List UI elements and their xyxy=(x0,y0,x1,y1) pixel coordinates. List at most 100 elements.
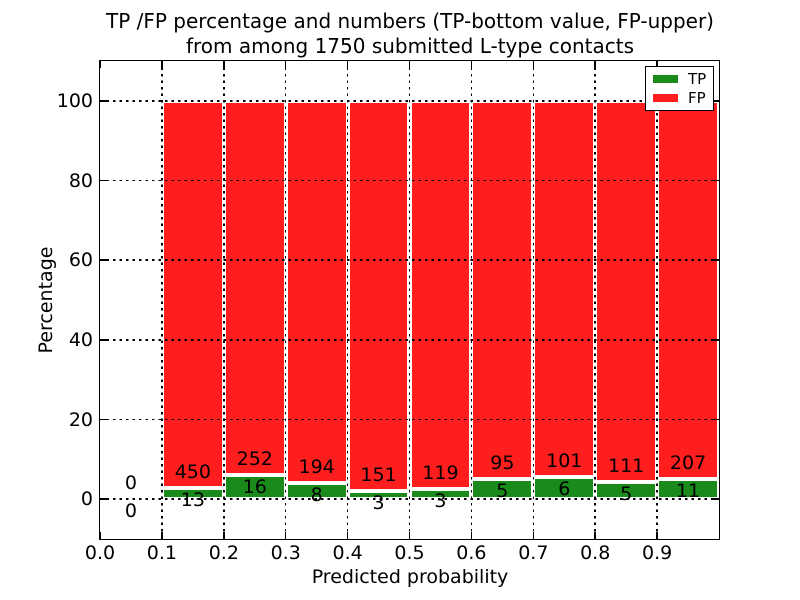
x-tick-mark xyxy=(532,532,535,539)
vertical-gridline xyxy=(408,61,411,539)
x-tick-mark-top xyxy=(594,61,596,68)
y-tick-mark-right xyxy=(712,179,719,182)
x-tick-mark xyxy=(223,532,225,539)
y-tick-label: 100 xyxy=(56,89,93,112)
x-tick-mark-top xyxy=(656,61,658,68)
x-tick-label: 0.8 xyxy=(580,542,611,564)
y-tick-mark xyxy=(100,339,107,341)
fp-bar-segment xyxy=(347,100,410,492)
tp-count-label: 8 xyxy=(310,484,323,507)
tp-count-label: 16 xyxy=(242,476,267,499)
x-tick-mark-top xyxy=(470,61,473,68)
y-tick-label: 0 xyxy=(80,488,93,511)
x-tick-mark-top xyxy=(99,61,101,68)
tp-count-label: 0 xyxy=(124,500,137,523)
fp-count-label: 450 xyxy=(174,460,211,483)
x-tick-label: 0.1 xyxy=(146,542,177,564)
x-tick-label: 0.3 xyxy=(270,542,301,564)
fp-bar-segment xyxy=(285,100,348,484)
fp-count-label: 111 xyxy=(608,454,645,477)
fp-bar-segment xyxy=(533,100,596,477)
y-tick-mark xyxy=(100,179,107,182)
y-tick-label: 80 xyxy=(68,169,93,192)
tp-count-label: 5 xyxy=(620,482,633,505)
x-tick-label: 0.5 xyxy=(394,542,425,564)
y-tick-label: 20 xyxy=(68,408,93,431)
x-tick-mark-top xyxy=(408,61,411,68)
x-tick-mark xyxy=(656,532,658,539)
fp-bar-segment xyxy=(223,100,286,476)
x-tick-label: 0.0 xyxy=(84,542,116,564)
x-tick-label: 0.4 xyxy=(332,542,363,564)
chart-title-line1: TP /FP percentage and numbers (TP-bottom… xyxy=(106,9,714,33)
legend-entry-tp: TP xyxy=(652,71,707,87)
x-tick-label: 0.7 xyxy=(518,542,549,564)
x-tick-label: 0.9 xyxy=(641,542,673,564)
y-tick-mark-right xyxy=(712,100,719,102)
x-tick-mark xyxy=(284,532,287,539)
fp-count-label: 95 xyxy=(490,452,515,475)
x-tick-mark-top xyxy=(284,61,287,68)
legend-entry-fp: FP xyxy=(652,90,707,106)
y-tick-label: 40 xyxy=(68,328,93,351)
vertical-gridline xyxy=(223,61,225,539)
vertical-gridline xyxy=(656,61,658,539)
tp-bar-segment xyxy=(409,489,472,500)
y-tick-mark-right xyxy=(712,418,719,421)
y-tick-mark xyxy=(100,418,107,421)
fp-bar-segment xyxy=(471,100,534,480)
tp-count-label: 6 xyxy=(558,477,571,500)
y-tick-mark-right xyxy=(712,259,719,261)
vertical-gridline xyxy=(532,61,535,539)
tp-bar-segment xyxy=(223,475,286,500)
tp-bar-segment xyxy=(595,481,658,500)
fp-count-label: 252 xyxy=(236,448,273,471)
tp-bar-segment xyxy=(533,476,596,500)
x-tick-mark xyxy=(470,532,473,539)
chart-title-line2: from among 1750 submitted L-type contact… xyxy=(185,34,635,58)
fp-count-label: 194 xyxy=(298,456,335,479)
fp-count-label: 0 xyxy=(124,472,137,495)
tp-legend-label: TP xyxy=(688,70,707,88)
fp-legend-label: FP xyxy=(688,89,706,107)
tp-count-label: 5 xyxy=(496,480,509,503)
x-tick-label: 0.2 xyxy=(208,542,239,564)
fp-legend-swatch xyxy=(652,93,679,103)
tp-bar-segment xyxy=(657,479,719,500)
y-tick-mark xyxy=(100,498,107,500)
tp-bar-segment xyxy=(471,479,534,500)
x-tick-mark xyxy=(99,532,101,539)
tp-count-label: 3 xyxy=(434,490,447,513)
tp-legend-swatch xyxy=(652,74,679,84)
x-tick-mark xyxy=(594,532,596,539)
x-tick-label: 0.6 xyxy=(456,542,487,564)
x-tick-mark-top xyxy=(532,61,535,68)
vertical-gridline xyxy=(161,61,163,539)
fp-bar-segment xyxy=(595,100,658,482)
x-axis-label: Predicted probability xyxy=(311,566,509,588)
x-tick-mark xyxy=(346,532,349,539)
tp-bar-segment xyxy=(285,483,348,500)
vertical-gridline xyxy=(594,61,596,539)
x-tick-mark xyxy=(161,532,163,539)
fp-count-label: 151 xyxy=(360,464,397,487)
fp-bar-segment xyxy=(161,100,224,488)
vertical-gridline xyxy=(284,61,287,539)
fp-bar-segment xyxy=(657,100,719,480)
y-tick-mark xyxy=(100,100,107,102)
y-tick-mark-right xyxy=(712,339,719,341)
x-tick-mark xyxy=(408,532,411,539)
tp-count-label: 13 xyxy=(180,488,205,511)
x-tick-mark-top xyxy=(346,61,349,68)
y-tick-label: 60 xyxy=(68,249,93,272)
fp-count-label: 119 xyxy=(422,462,459,485)
vertical-gridline xyxy=(470,61,473,539)
x-tick-mark-top xyxy=(161,61,163,68)
tp-bar-segment xyxy=(347,491,410,500)
vertical-gridline xyxy=(346,61,349,539)
fp-count-label: 101 xyxy=(546,449,583,472)
y-tick-mark-right xyxy=(712,498,719,500)
tp-count-label: 3 xyxy=(372,492,385,515)
tp-count-label: 11 xyxy=(675,480,701,503)
